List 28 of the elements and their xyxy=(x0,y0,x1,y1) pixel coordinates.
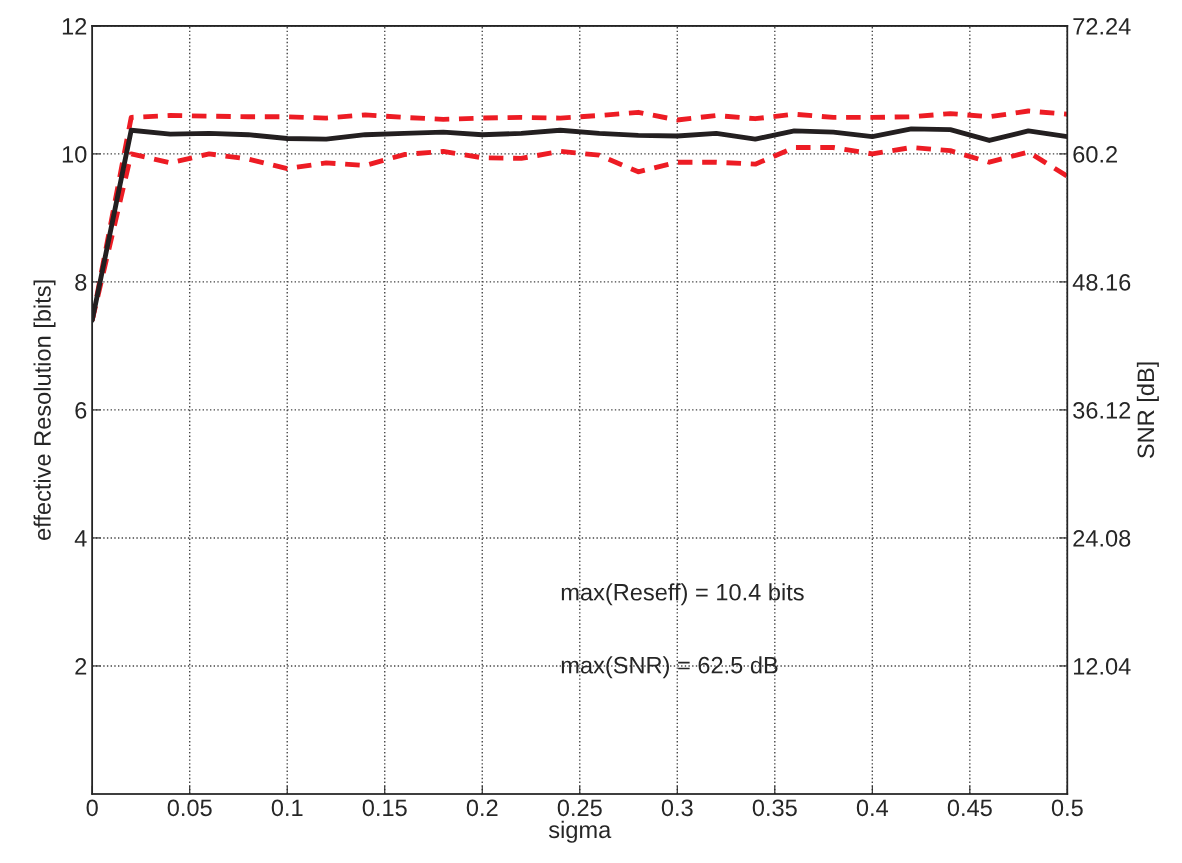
x-tick-label: 0.2 xyxy=(466,799,498,817)
x-tick-label: 0.5 xyxy=(1051,799,1083,817)
x-tick-label: 0.35 xyxy=(752,799,797,817)
y-tick-label: 10 xyxy=(62,145,87,163)
x-tick-label: 0.1 xyxy=(271,799,303,817)
y2-tick-label: 72.24 xyxy=(1073,17,1131,35)
y2-tick-label: 12.04 xyxy=(1074,658,1131,675)
x-tick-label: 0.25 xyxy=(557,799,602,817)
y-axis-title: effective Resolution [bits] xyxy=(33,280,56,540)
y-tick-label: 4 xyxy=(74,530,87,547)
y2-tick-label: 36.12 xyxy=(1073,401,1131,419)
x-tick-label: 0.4 xyxy=(856,799,889,817)
x-tick-label: 0.05 xyxy=(167,799,212,817)
y-tick-label: 6 xyxy=(75,401,87,419)
y2-tick-label: 60.2 xyxy=(1073,145,1117,163)
y-tick-label: 2 xyxy=(75,658,87,675)
x-tick-label: 0.3 xyxy=(661,799,693,817)
y2-axis-title: SNR [dB] xyxy=(1136,362,1159,459)
x-tick-label: 0 xyxy=(86,799,98,817)
x-axis-title: sigma xyxy=(548,820,612,843)
annotation: max(Reseff) = 10.4 bits xyxy=(561,583,804,606)
y2-tick-label: 48.16 xyxy=(1072,273,1131,291)
x-tick-label: 0.45 xyxy=(947,799,992,817)
y-tick-label: 8 xyxy=(75,273,87,291)
y-tick-label: 12 xyxy=(62,17,87,35)
y2-tick-label: 24.08 xyxy=(1073,530,1131,547)
x-tick-label: 0.15 xyxy=(362,799,407,817)
annotation: max(SNR) = 62.5 dB xyxy=(561,656,778,679)
